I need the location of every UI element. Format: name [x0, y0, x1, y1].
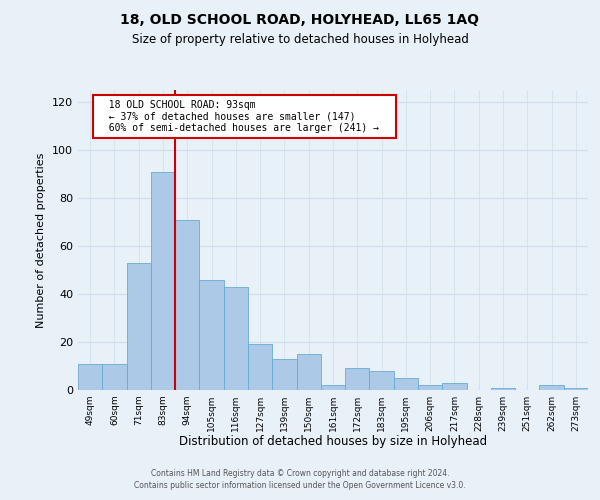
Bar: [370, 371, 394, 390]
Bar: [539, 385, 564, 390]
Bar: [248, 344, 272, 390]
Bar: [296, 354, 321, 390]
Bar: [272, 359, 296, 390]
Text: Contains HM Land Registry data © Crown copyright and database right 2024.: Contains HM Land Registry data © Crown c…: [151, 468, 449, 477]
Bar: [151, 172, 175, 390]
Bar: [78, 364, 102, 390]
Bar: [175, 220, 199, 390]
Text: Contains public sector information licensed under the Open Government Licence v3: Contains public sector information licen…: [134, 481, 466, 490]
Text: 18 OLD SCHOOL ROAD: 93sqm
  ← 37% of detached houses are smaller (147)
  60% of : 18 OLD SCHOOL ROAD: 93sqm ← 37% of detac…: [97, 100, 391, 133]
Y-axis label: Number of detached properties: Number of detached properties: [37, 152, 46, 328]
Bar: [418, 385, 442, 390]
Bar: [224, 287, 248, 390]
Text: Size of property relative to detached houses in Holyhead: Size of property relative to detached ho…: [131, 32, 469, 46]
Bar: [394, 378, 418, 390]
Bar: [102, 364, 127, 390]
Bar: [345, 368, 370, 390]
Bar: [199, 280, 224, 390]
Bar: [321, 385, 345, 390]
Text: 18, OLD SCHOOL ROAD, HOLYHEAD, LL65 1AQ: 18, OLD SCHOOL ROAD, HOLYHEAD, LL65 1AQ: [121, 12, 479, 26]
Bar: [564, 388, 588, 390]
Bar: [442, 383, 467, 390]
Bar: [127, 263, 151, 390]
Bar: [491, 388, 515, 390]
Text: Distribution of detached houses by size in Holyhead: Distribution of detached houses by size …: [179, 435, 487, 448]
